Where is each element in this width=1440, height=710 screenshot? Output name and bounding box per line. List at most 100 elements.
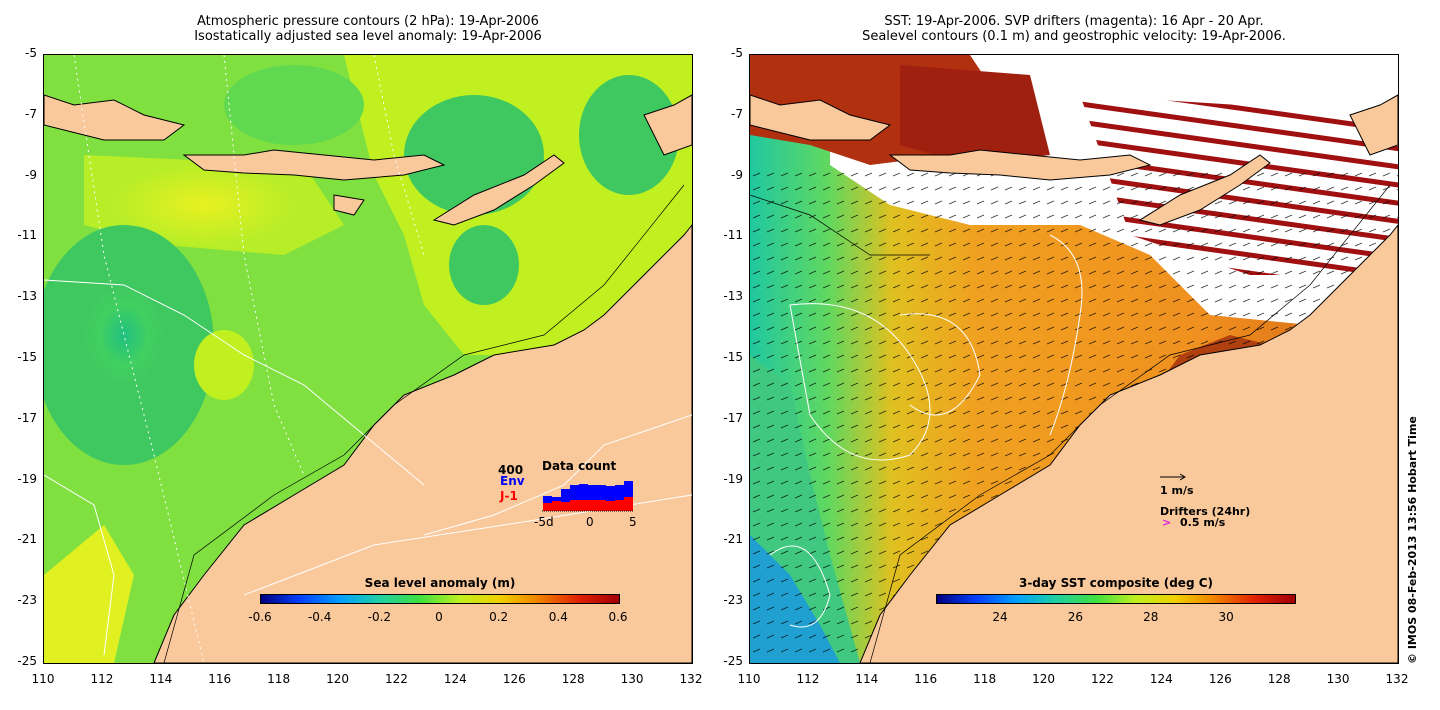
left-panel-title: Atmospheric pressure contours (2 hPa): 1… <box>44 14 692 44</box>
x-tick-label: 118 <box>267 672 291 686</box>
colorbar-tick-label: 28 <box>1143 610 1159 624</box>
inset-bar-j1 <box>597 500 606 511</box>
x-tick-label: 112 <box>796 672 820 686</box>
x-tick-label: 114 <box>855 672 879 686</box>
y-tick-label: -5 <box>25 46 37 60</box>
y-tick-label: -13 <box>723 289 743 304</box>
right-title-line2: Sealevel contours (0.1 m) and geostrophi… <box>862 29 1286 44</box>
left-map <box>43 54 693 664</box>
inset-x-tick: 5 <box>629 515 637 529</box>
right-panel-title: SST: 19-Apr-2006. SVP drifters (magenta)… <box>750 14 1398 44</box>
x-tick-label: 128 <box>1267 672 1291 686</box>
x-tick-label: 124 <box>443 672 467 686</box>
drifters-symbol: > <box>1162 516 1172 529</box>
x-tick-label: 122 <box>385 672 408 686</box>
x-tick-label: 130 <box>1326 672 1350 686</box>
y-tick-label: -23 <box>17 593 37 608</box>
inset-x-tick: -5d <box>534 515 554 529</box>
inset-bar-j1 <box>561 502 570 511</box>
inset-bar-j1 <box>552 501 561 511</box>
x-tick-label: 124 <box>1149 672 1173 686</box>
inset-bar-j1 <box>579 500 588 511</box>
sea-level-anomaly-map <box>44 55 692 663</box>
y-tick-label: -23 <box>723 593 743 608</box>
left-colorbar-label: Sea level anomaly (m) <box>364 576 516 590</box>
inset-bar-env <box>561 489 570 511</box>
inset-bar-j1 <box>543 503 552 511</box>
y-tick-label: -21 <box>723 532 743 547</box>
colorbar-tick-label: -0.6 <box>248 610 272 624</box>
y-tick-label: -25 <box>723 654 743 668</box>
x-tick-label: 126 <box>502 672 526 686</box>
x-tick-label: 132 <box>679 672 703 686</box>
x-tick-label: 110 <box>737 672 761 686</box>
y-tick-label: -9 <box>731 167 743 182</box>
y-tick-label: -15 <box>17 350 37 364</box>
inset-bar-env <box>570 485 579 511</box>
inset-bar-j1 <box>570 500 579 511</box>
drifters-label: Drifters (24hr) <box>1160 505 1251 518</box>
inset-bars <box>543 481 633 511</box>
x-tick-label: 116 <box>914 672 938 686</box>
inset-bar-j1 <box>588 500 597 511</box>
inset-bar-j1 <box>606 501 615 511</box>
sst-map <box>750 55 1398 663</box>
y-tick-label: -17 <box>17 410 37 425</box>
colorbar-tick-label: 30 <box>1218 610 1234 624</box>
x-tick-label: 120 <box>326 672 349 686</box>
inset-bar-env <box>579 484 588 511</box>
x-tick-label: 118 <box>973 672 997 686</box>
x-tick-label: 120 <box>1032 672 1055 686</box>
colorbar-tick-label: -0.4 <box>307 610 332 624</box>
left-colorbar <box>260 594 620 604</box>
y-tick-label: -17 <box>723 410 743 425</box>
x-tick-label: 122 <box>1091 672 1114 686</box>
colorbar-tick-label: 24 <box>992 610 1008 624</box>
x-tick-label: 126 <box>1208 672 1232 686</box>
imos-credit: © IMOS 08-Feb-2013 13:56 Hobart Time <box>1406 416 1419 664</box>
inset-x-tick: 0 <box>586 515 594 529</box>
x-tick-label: 114 <box>149 672 173 686</box>
inset-bar-j1 <box>624 497 633 511</box>
right-colorbar-label: 3-day SST composite (deg C) <box>1018 576 1214 590</box>
colorbar-tick-label: 0.4 <box>548 610 568 624</box>
inset-bar-env <box>624 481 633 511</box>
y-tick-label: -9 <box>25 167 37 182</box>
data-count-inset: 400 Data count Env J-1 -5d 0 5 <box>498 459 637 529</box>
y-tick-label: -11 <box>17 228 37 243</box>
inset-bar-env <box>588 485 597 511</box>
y-tick-label: -13 <box>17 289 37 304</box>
inset-series-env: Env <box>500 474 525 488</box>
scale-arrow-label: 1 m/s <box>1160 484 1194 497</box>
y-tick-label: -19 <box>17 471 37 486</box>
y-tick-label: -5 <box>731 46 743 60</box>
colorbar-tick-label: 0 <box>435 610 443 624</box>
right-map <box>749 54 1399 664</box>
drifters-speed: 0.5 m/s <box>1180 516 1226 529</box>
right-title-line1: SST: 19-Apr-2006. SVP drifters (magenta)… <box>884 14 1264 29</box>
y-tick-label: -21 <box>17 532 37 547</box>
scale-arrow <box>1160 473 1186 481</box>
right-colorbar <box>936 594 1296 604</box>
x-tick-label: 112 <box>90 672 114 686</box>
left-title-line2: Isostatically adjusted sea level anomaly… <box>194 29 542 44</box>
x-tick-label: 130 <box>620 672 644 686</box>
colorbar-tick-label: -0.2 <box>367 610 392 624</box>
inset-bar-env <box>597 485 606 511</box>
inset-ymax-label: 400 <box>498 463 523 477</box>
inset-series-j1: J-1 <box>499 489 518 503</box>
y-tick-label: -7 <box>25 106 37 121</box>
y-tick-label: -11 <box>723 228 743 243</box>
y-tick-label: -15 <box>723 350 743 364</box>
inset-bar-env <box>615 485 624 511</box>
inset-bar-env <box>606 486 615 511</box>
colorbar-tick-label: 26 <box>1067 610 1084 624</box>
x-tick-label: 128 <box>561 672 585 686</box>
inset-bar-j1 <box>615 500 624 511</box>
colorbar-tick-label: 0.6 <box>608 610 628 624</box>
inset-title: Data count <box>542 459 617 473</box>
y-tick-label: -19 <box>723 471 743 486</box>
y-tick-label: -25 <box>17 654 37 668</box>
x-tick-label: 132 <box>1385 672 1409 686</box>
x-tick-label: 116 <box>208 672 232 686</box>
